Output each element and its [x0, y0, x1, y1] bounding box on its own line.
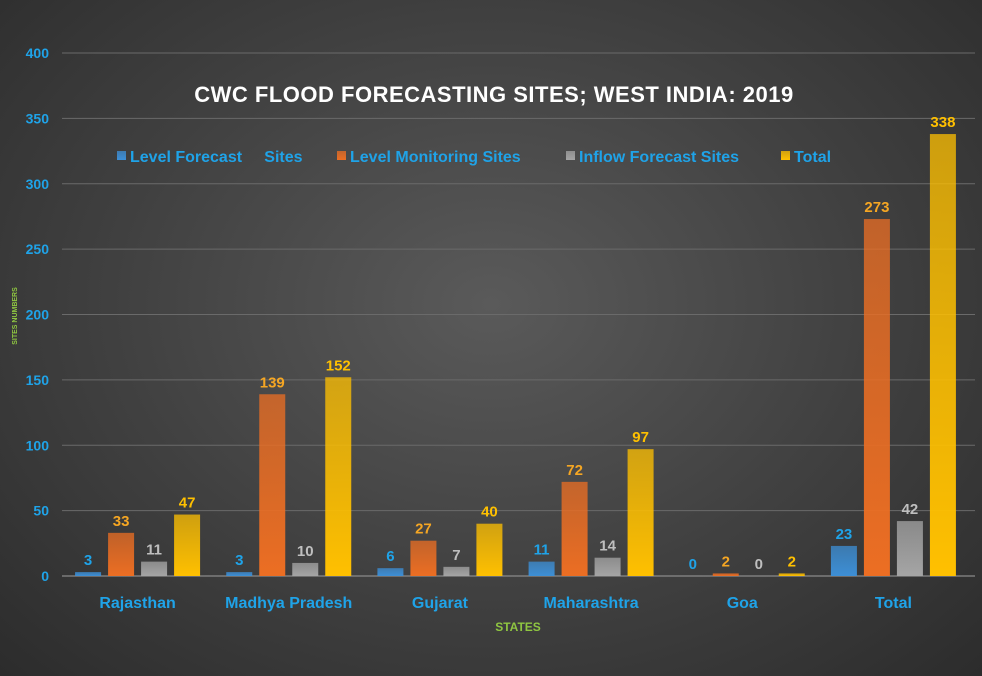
bar: [325, 377, 352, 576]
data-label: 42: [902, 501, 919, 518]
x-tick-label: Gujarat: [412, 595, 469, 612]
bar: [410, 540, 437, 576]
data-label: 7: [452, 547, 460, 564]
bar: [174, 514, 201, 576]
data-label: 0: [689, 556, 697, 573]
y-tick-label: 300: [26, 176, 50, 192]
bar: [108, 532, 135, 576]
data-label: 27: [415, 521, 432, 538]
x-tick-label: Maharashtra: [544, 595, 639, 612]
bar: [712, 573, 739, 576]
bar: [627, 449, 654, 576]
x-axis-ticks: Rajasthan Madhya Pradesh Gujarat Maharashtr…: [99, 595, 912, 612]
bar: [830, 545, 857, 576]
legend-label: Inflow Forecast Sites: [579, 149, 739, 166]
y-tick-label: 0: [41, 568, 49, 584]
x-tick-label: Goa: [727, 595, 758, 612]
data-label: 33: [113, 513, 130, 530]
legend-swatch: [117, 151, 126, 160]
data-label: 2: [722, 553, 730, 570]
data-label: 3: [84, 552, 92, 569]
data-label: 6: [386, 548, 394, 565]
data-label: 40: [481, 504, 498, 521]
bar: [863, 219, 890, 577]
legend-label: Level Forecast Sites: [130, 149, 303, 166]
bar: [443, 566, 470, 576]
bar: [929, 134, 956, 576]
legend-label: Level Monitoring Sites: [350, 149, 521, 166]
y-tick-label: 200: [26, 307, 50, 323]
bar: [476, 523, 503, 576]
data-label: 338: [930, 114, 955, 131]
y-tick-label: 400: [26, 45, 50, 61]
data-label: 2: [788, 553, 796, 570]
bar: [594, 557, 621, 576]
legend-swatch: [566, 151, 575, 160]
data-label: 10: [297, 543, 314, 560]
bar: [377, 568, 404, 576]
bar: [226, 572, 253, 576]
data-label: 152: [326, 357, 351, 374]
data-label: 23: [836, 526, 853, 543]
data-label: 3: [235, 552, 243, 569]
x-tick-label: Madhya Pradesh: [225, 595, 352, 612]
data-label: 11: [146, 542, 162, 559]
x-tick-label: Total: [875, 595, 912, 612]
bar: [896, 521, 923, 576]
x-axis-title: STATES: [495, 620, 541, 634]
bar: [292, 562, 319, 576]
y-axis-ticks: 0 50 100 150 200 250 300 350 400: [26, 45, 50, 584]
data-label: 273: [864, 199, 889, 216]
legend-swatch: [337, 151, 346, 160]
legend-swatch: [781, 151, 790, 160]
bar: [141, 561, 168, 576]
data-label: 97: [632, 429, 649, 446]
bar: [528, 561, 555, 576]
bar: [259, 394, 286, 576]
x-tick-label: Rajasthan: [99, 595, 175, 612]
y-tick-label: 150: [26, 372, 50, 388]
bar: [778, 573, 805, 576]
data-label: 139: [260, 374, 285, 391]
bar: [75, 572, 102, 576]
gridlines: [62, 52, 975, 577]
y-axis-title: SITES NUMBERS: [12, 287, 19, 345]
y-tick-label: 250: [26, 241, 50, 257]
bar: [561, 481, 588, 576]
chart-title: CWC FLOOD FORECASTING SITES; WEST INDIA:…: [194, 82, 793, 107]
data-label: 47: [179, 495, 196, 512]
bars: [75, 134, 956, 577]
data-label: 11: [534, 542, 550, 559]
legend: Level Forecast Sites Level Monitoring Sit…: [117, 149, 831, 166]
data-label: 0: [755, 556, 763, 573]
legend-label: Total: [794, 149, 831, 166]
y-tick-label: 50: [33, 503, 49, 519]
data-label: 72: [566, 462, 583, 479]
y-tick-label: 350: [26, 110, 50, 126]
y-tick-label: 100: [26, 437, 50, 453]
data-label: 14: [599, 538, 616, 555]
